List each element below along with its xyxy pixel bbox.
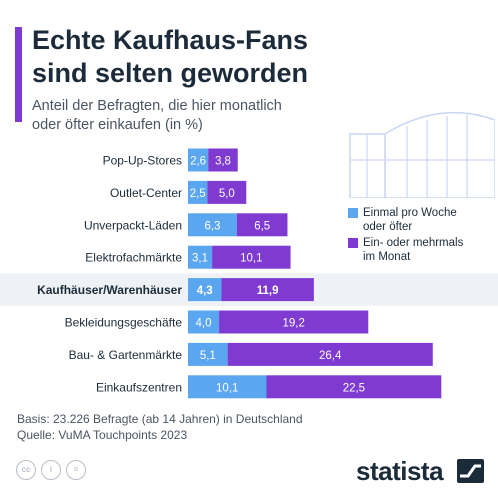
value-label: 10,1 <box>216 382 238 394</box>
bar-weekly <box>188 180 208 204</box>
statista-logo-text: statista <box>356 456 444 486</box>
value-label: 22,5 <box>343 382 365 394</box>
title-accent-bar <box>15 27 22 122</box>
chart-subtitle: Anteil der Befragten, die hier monatlich… <box>32 97 352 135</box>
chart-title-line2: sind selten geworden <box>32 58 309 88</box>
category-label: Bau- & Gartenmärkte <box>69 348 183 362</box>
source-note: Basis: 23.226 Befragte (ab 14 Jahren) in… <box>17 411 303 443</box>
value-label: 5,0 <box>219 188 235 200</box>
cc-icon: cc <box>16 460 36 480</box>
bar-monthly <box>208 148 238 172</box>
bar-weekly <box>188 213 237 237</box>
value-label: 3,8 <box>215 156 231 168</box>
bar-weekly <box>188 310 220 334</box>
value-label: 3,1 <box>192 253 208 265</box>
bar-monthly <box>266 375 442 399</box>
legend-swatch-weekly <box>348 208 358 218</box>
chart-title-line1: Echte Kaufhaus-Fans <box>32 25 309 55</box>
legend-label-weekly-line2: oder öfter <box>363 221 413 233</box>
value-label: 19,2 <box>282 318 304 330</box>
value-label: 2,6 <box>190 156 206 168</box>
statista-logo-icon <box>457 459 484 483</box>
bar-weekly <box>188 342 228 366</box>
value-label: 11,9 <box>257 285 279 297</box>
chart-title: Echte Kaufhaus-Fans sind selten geworden <box>32 24 362 90</box>
stacked-bar-chart: Pop-Up-Stores 2,6 3,8 Outlet-Center 2,5 5,0 Un… <box>0 148 498 399</box>
category-label: Pop-Up-Stores <box>103 154 182 168</box>
source-text: Quelle: VuMA Touchpoints 2023 <box>17 428 188 442</box>
bar-monthly <box>221 278 314 302</box>
legend-label-weekly: Einmal pro Woche oder öfter <box>363 206 498 234</box>
value-label: 10,1 <box>240 253 262 265</box>
legend-swatch-monthly <box>348 238 358 248</box>
department-store-illustration <box>349 112 495 198</box>
value-label: 5,1 <box>200 350 216 362</box>
category-label: Unverpackt-Läden <box>84 218 182 232</box>
chart-subtitle-line1: Anteil der Befragten, die hier monatlich <box>32 98 282 114</box>
value-label: 4,0 <box>196 318 212 330</box>
chart-subtitle-line2: oder öfter einkaufen (in %) <box>32 117 203 133</box>
bar-weekly <box>188 148 209 172</box>
value-label: 6,3 <box>204 220 220 232</box>
bar-monthly <box>227 342 433 366</box>
bar-weekly <box>188 278 222 302</box>
category-label: Outlet-Center <box>110 186 182 200</box>
legend-label-monthly-line1: Ein- oder mehrmals <box>363 237 464 249</box>
bar-monthly <box>219 310 369 334</box>
category-label: Elektrofachmärkte <box>85 251 182 265</box>
legend-label-monthly: Ein- oder mehrmals im Monat <box>363 236 498 264</box>
bar-monthly <box>207 180 247 204</box>
value-label: 2,5 <box>190 188 206 200</box>
bar-monthly <box>212 245 291 269</box>
value-label: 26,4 <box>319 350 342 362</box>
basis-text: Basis: 23.226 Befragte (ab 14 Jahren) in… <box>17 412 303 426</box>
bar-weekly <box>188 375 267 399</box>
category-label: Kaufhäuser/Warenhäuser <box>37 283 182 297</box>
legend-label-monthly-line2: im Monat <box>363 251 411 263</box>
equals-icon: = <box>66 460 86 480</box>
value-label: 4,3 <box>197 285 213 297</box>
value-label: 6,5 <box>254 220 270 232</box>
bar-monthly <box>236 213 288 237</box>
category-label: Bekleidungsgeschäfte <box>65 316 183 330</box>
bar-weekly <box>188 245 213 269</box>
category-label: Einkaufszentren <box>96 380 182 394</box>
legend-label-weekly-line1: Einmal pro Woche <box>363 207 457 219</box>
by-person-icon: i <box>41 460 61 480</box>
